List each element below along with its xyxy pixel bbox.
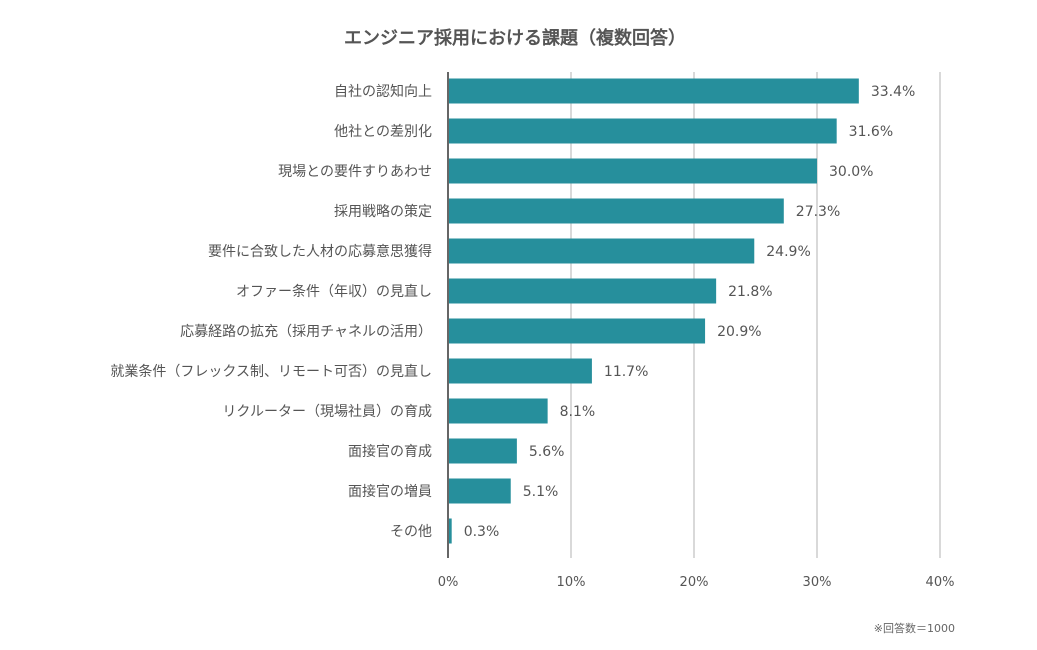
- bar: [449, 158, 817, 184]
- category-label: 要件に合致した人材の応募意思獲得: [208, 243, 432, 260]
- value-label: 0.3%: [464, 524, 500, 540]
- category-label: 就業条件（フレックス制、リモート可否）の見直し: [110, 363, 432, 380]
- category-label: オファー条件（年収）の見直し: [236, 283, 432, 300]
- bar: [449, 478, 511, 504]
- x-tick-label: 20%: [680, 575, 709, 590]
- bar: [449, 238, 755, 264]
- value-label: 8.1%: [560, 404, 596, 420]
- bar: [449, 318, 706, 344]
- category-label: 他社との差別化: [334, 124, 432, 140]
- category-label: 面接官の育成: [348, 443, 432, 460]
- x-tick-label: 30%: [803, 575, 832, 590]
- bar: [449, 78, 859, 104]
- category-label: 採用戦略の策定: [334, 203, 432, 220]
- bar: [449, 278, 717, 304]
- value-label: 27.3%: [796, 204, 840, 220]
- value-label: 24.9%: [766, 244, 810, 260]
- bar: [449, 518, 452, 544]
- value-label: 20.9%: [717, 324, 761, 340]
- value-label: 5.1%: [523, 484, 559, 500]
- value-labels: 33.4% 31.6% 30.0% 27.3% 24.9% 21.8% 20.9% 11.7%…: [464, 84, 916, 540]
- bars: [449, 78, 859, 544]
- category-label: リクルーター（現場社員）の育成: [222, 404, 432, 420]
- category-label: 現場との要件すりあわせ: [278, 164, 432, 180]
- category-label: その他: [390, 524, 432, 540]
- grid-lines: [570, 72, 941, 558]
- value-label: 33.4%: [871, 84, 915, 100]
- value-label: 5.6%: [529, 444, 565, 460]
- value-label: 31.6%: [849, 124, 893, 140]
- chart-title: エンジニア採用における課題（複数回答）: [344, 27, 686, 49]
- category-label: 面接官の増員: [348, 483, 432, 500]
- bar: [449, 118, 837, 144]
- x-tick-label: 0%: [438, 575, 459, 590]
- x-tick-label: 10%: [557, 575, 586, 590]
- category-label: 応募経路の拡充（採用チャネルの活用）: [180, 324, 432, 340]
- category-labels: 自社の認知向上他社との差別化現場との要件すりあわせ採用戦略の策定要件に合致した人…: [110, 83, 432, 540]
- category-label: 自社の認知向上: [334, 83, 432, 100]
- x-tick-labels: 0% 10% 20% 30% 40%: [438, 575, 955, 590]
- value-label: 30.0%: [829, 164, 873, 180]
- bar: [449, 198, 784, 224]
- sample-size-note: ※回答数＝1000: [874, 621, 955, 635]
- bar: [449, 398, 548, 424]
- x-tick-label: 40%: [926, 575, 955, 590]
- value-label: 21.8%: [728, 284, 772, 300]
- bar: [449, 438, 517, 464]
- value-label: 11.7%: [604, 364, 648, 380]
- bar: [449, 358, 592, 384]
